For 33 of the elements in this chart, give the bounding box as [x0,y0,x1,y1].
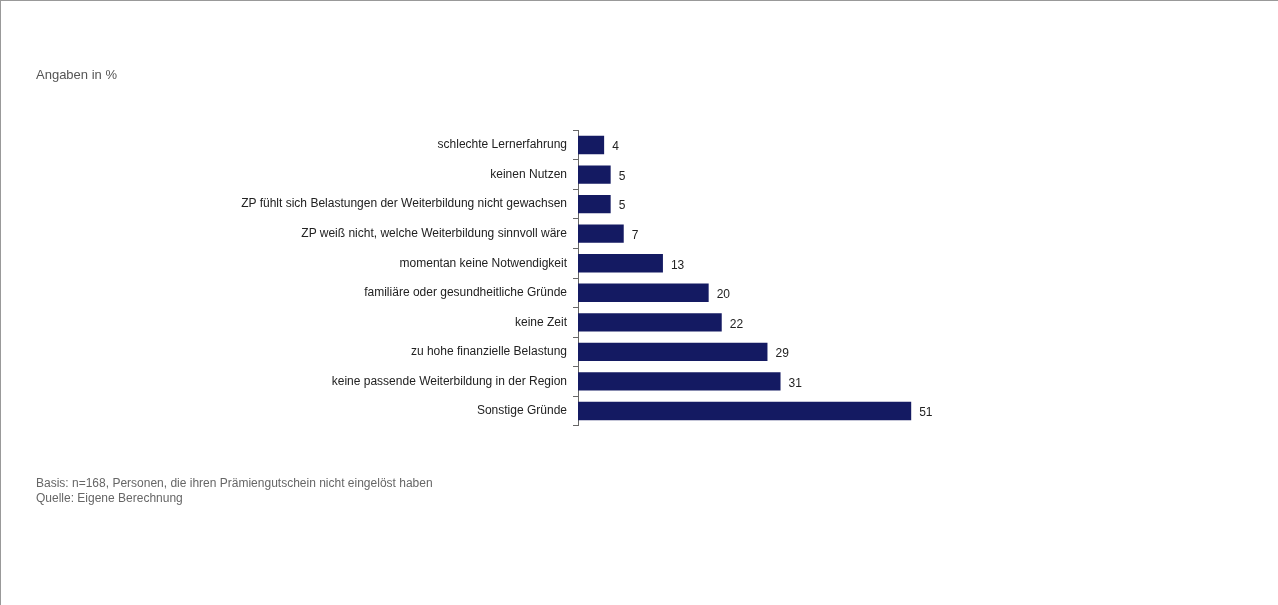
text: Angaben in % [36,67,117,82]
bar [578,254,663,273]
bar [578,283,709,302]
text: Basis: n=168, Personen, die ihren Prämiengutschein nicht eingelöst haben [36,476,433,491]
data-label: 31 [788,375,803,390]
bar [578,224,624,243]
y-tick-label: keine Zeit [514,314,568,329]
bar [578,135,605,155]
data-label: 5 [618,168,626,183]
data-label: 7 [631,227,639,242]
source-note: Quelle: Eigene Berechnung [36,491,184,506]
data-label: 5 [618,198,626,213]
bar [578,313,722,332]
bar [578,165,611,184]
y-tick-label: ZP weiß nicht, welche Weiterbildung sinnvoll wäre [301,225,568,240]
data-label: 4 [612,139,620,154]
y-tick-label: schlechte Lernerfahrung [437,137,567,152]
data-label: 29 [775,346,790,361]
y-tick-label: ZP fühlt sich Belastungen der Weiterbildung nicht gewachsen [241,196,567,211]
y-tick-label: momentan keine Notwendigkeit [399,255,568,270]
y-tick-label: keine passende Weiterbildung in der Region [331,373,567,388]
y-tick-label: familiäre oder gesundheitliche Gründe [364,285,568,300]
y-tick-label: keinen Nutzen [490,166,567,181]
bar [578,401,912,421]
data-label: 20 [716,287,731,302]
data-label: 13 [670,257,685,272]
y-tick-label: zu hohe finanzielle Belastung [410,344,567,359]
bar [578,372,781,391]
data-label: 22 [729,316,744,331]
data-label: 51 [919,405,933,420]
bar [578,342,768,362]
bar [578,194,611,214]
y-tick-label: Sonstige Gründe [476,403,568,418]
